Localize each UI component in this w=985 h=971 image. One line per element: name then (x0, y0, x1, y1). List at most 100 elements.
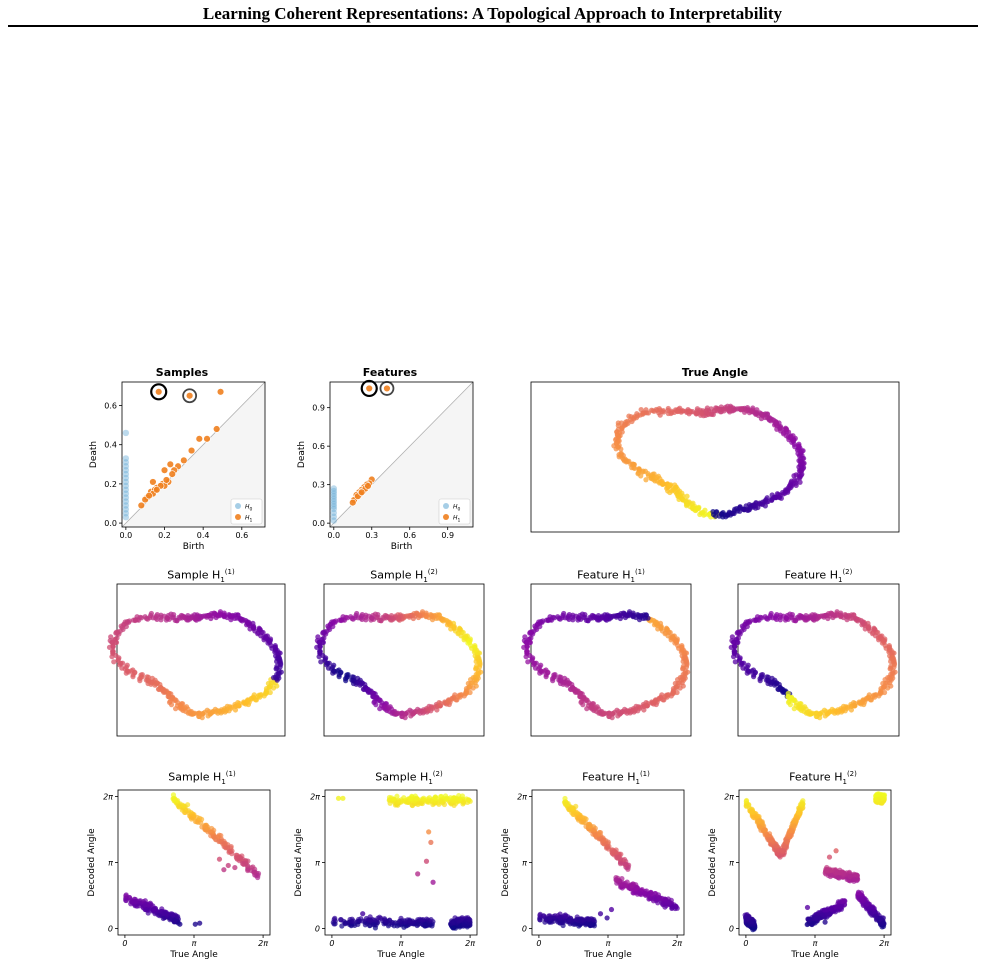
embedding-point (375, 612, 381, 618)
decoded-point (394, 923, 400, 929)
embedding-point (521, 644, 527, 650)
decoded-point (858, 896, 865, 902)
decoded-point (456, 918, 462, 924)
embedding-point (425, 706, 432, 712)
h0-point (122, 463, 130, 470)
decoded-point (348, 923, 354, 929)
embedding-point (708, 406, 714, 412)
y-tick-label: 2π (103, 793, 113, 802)
outlier-point (826, 854, 833, 860)
embedding-point (204, 614, 210, 620)
h1-point (195, 435, 203, 443)
h0-point (330, 505, 337, 513)
panel-title: Features (362, 366, 418, 379)
embedding-point (713, 509, 720, 515)
decoded-point (451, 919, 457, 925)
decoded-point (856, 890, 862, 896)
outlier-point (197, 920, 203, 926)
decoded-point (793, 818, 799, 824)
y-tick-label: π (729, 859, 734, 868)
embedding-point (314, 644, 320, 650)
decoded-point (126, 894, 133, 901)
y-tick-label: 0 (315, 924, 320, 933)
embedding-point (609, 715, 615, 721)
embedding-point (330, 668, 337, 674)
plot-frame (530, 583, 692, 737)
x-tick-label: 0.2 (158, 531, 171, 540)
decoded-point (788, 832, 794, 838)
h0-point (330, 509, 337, 517)
y-tick-label: 0.0 (312, 519, 325, 528)
embedding-point (735, 639, 741, 646)
embedding-point (471, 644, 478, 650)
embedding-point (731, 510, 737, 517)
embedding-point (124, 668, 130, 674)
h0-point (330, 493, 337, 500)
decoded-point (649, 891, 655, 897)
h1-point (365, 384, 373, 393)
decoded-point (867, 910, 873, 916)
h0-point (122, 478, 130, 486)
x-tick-label: π (399, 939, 404, 948)
embedding-point (793, 482, 799, 489)
decoded-point (423, 922, 429, 928)
decoded-point (338, 917, 344, 923)
highlight-ring (150, 383, 168, 401)
decoded-point (588, 823, 594, 829)
embedding-point (109, 648, 116, 654)
outlier-point (428, 839, 434, 845)
embedding-point (665, 405, 671, 412)
panel-title: Samples (155, 366, 209, 379)
embedding-point (458, 692, 465, 698)
decoded-point (547, 915, 553, 921)
h1-point (162, 476, 171, 484)
decoded-point (796, 810, 802, 816)
decoded-point (396, 918, 403, 924)
decoded-point (205, 824, 211, 830)
embedding-point (763, 615, 770, 621)
decoded-point (784, 838, 790, 845)
embedding-point (613, 614, 620, 620)
embedding-point (248, 695, 254, 702)
decoded-point (779, 847, 785, 854)
embedding-point (754, 407, 760, 413)
x-tick-label: 0.0 (119, 531, 132, 540)
x-tick-label: 0.0 (327, 531, 340, 540)
outlier-point (221, 867, 227, 873)
decoded-point (428, 916, 434, 923)
embedding-point (840, 706, 846, 712)
y-tick-label: 2π (517, 793, 527, 802)
decoded-point (537, 917, 543, 923)
y-tick-label: π (522, 859, 527, 868)
decoded-point (841, 898, 847, 904)
decoded-point (621, 856, 628, 863)
decoded-point (444, 795, 450, 801)
y-tick-label: 0.6 (104, 402, 117, 411)
embedding-point (674, 689, 680, 696)
decoded-point (873, 792, 879, 798)
highlight-ring (182, 388, 198, 404)
embedding-point (652, 619, 658, 625)
highlight-ring (360, 379, 378, 398)
embedding-point (879, 633, 885, 639)
decoded-point (240, 856, 246, 863)
embedding-point (139, 674, 145, 680)
y-tick-label: 0.0 (104, 519, 117, 528)
x-tick-label: π (606, 939, 611, 948)
decoded-point (540, 913, 547, 919)
decoded-point (745, 915, 751, 921)
decoded-point (622, 882, 629, 889)
decoded-point (123, 897, 129, 903)
decoded-point (597, 829, 604, 836)
legend-label: H0 (453, 504, 461, 513)
embedding-point (276, 654, 282, 661)
y-tick-label: π (315, 859, 320, 868)
embedding-point (171, 612, 177, 618)
ring-panel-feature-h1-2: Feature H1(2) (728, 566, 900, 738)
embedding-point (378, 617, 384, 624)
decoded-point (332, 915, 338, 921)
y-tick-label: 0.3 (312, 481, 325, 490)
embedding-point (204, 707, 210, 713)
embedding-point (732, 506, 738, 512)
decoded-point (835, 874, 841, 881)
